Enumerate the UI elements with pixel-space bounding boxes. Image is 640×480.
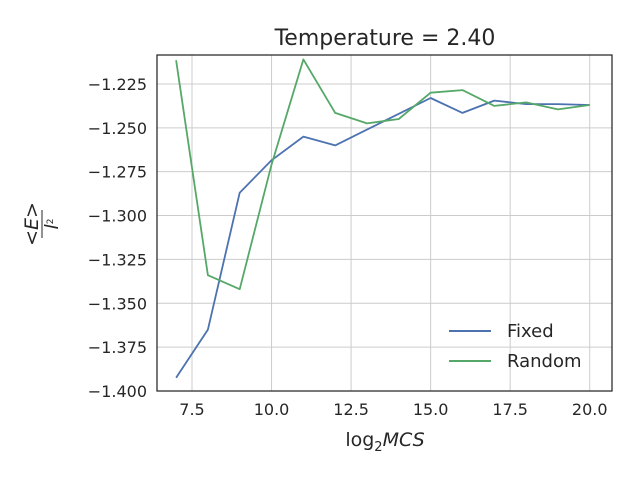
- x-tick-label: 7.5: [179, 400, 204, 419]
- series-line-random: [175, 58, 590, 291]
- legend-label-fixed: Fixed: [507, 321, 554, 342]
- x-tick-label: 10.0: [254, 400, 290, 419]
- y-axis-label: <E> l2: [21, 202, 63, 246]
- y-tick-labels: −1.400 −1.375 −1.350 −1.325 −1.300 −1.275 −1.2…: [88, 75, 147, 401]
- y-tick-label: −1.225: [88, 75, 147, 94]
- y-tick-label: −1.400: [88, 382, 147, 401]
- svg-text:<E>: <E>: [21, 202, 43, 246]
- y-tick-label: −1.375: [88, 338, 147, 357]
- svg-text:l2: l2: [41, 218, 63, 229]
- y-tick-label: −1.250: [88, 119, 147, 138]
- x-tick-label: 17.5: [492, 400, 528, 419]
- x-axis-label: log2MCS: [345, 429, 424, 455]
- x-tick-label: 15.0: [413, 400, 449, 419]
- y-tick-label: −1.300: [88, 207, 147, 226]
- x-tick-labels: 7.5 10.0 12.5 15.0 17.5 20.0: [179, 400, 607, 419]
- y-tick-label: −1.325: [88, 250, 147, 269]
- series-lines: [175, 58, 590, 379]
- chart-title: Temperature = 2.40: [274, 26, 496, 51]
- x-tick-label: 12.5: [333, 400, 369, 419]
- legend: Fixed Random: [449, 321, 582, 372]
- grid: [157, 55, 612, 392]
- plot-frame: [156, 54, 613, 392]
- legend-label-random: Random: [507, 351, 582, 372]
- y-tick-label: −1.275: [88, 163, 147, 182]
- y-tick-label: −1.350: [88, 294, 147, 313]
- x-tick-label: 20.0: [572, 400, 608, 419]
